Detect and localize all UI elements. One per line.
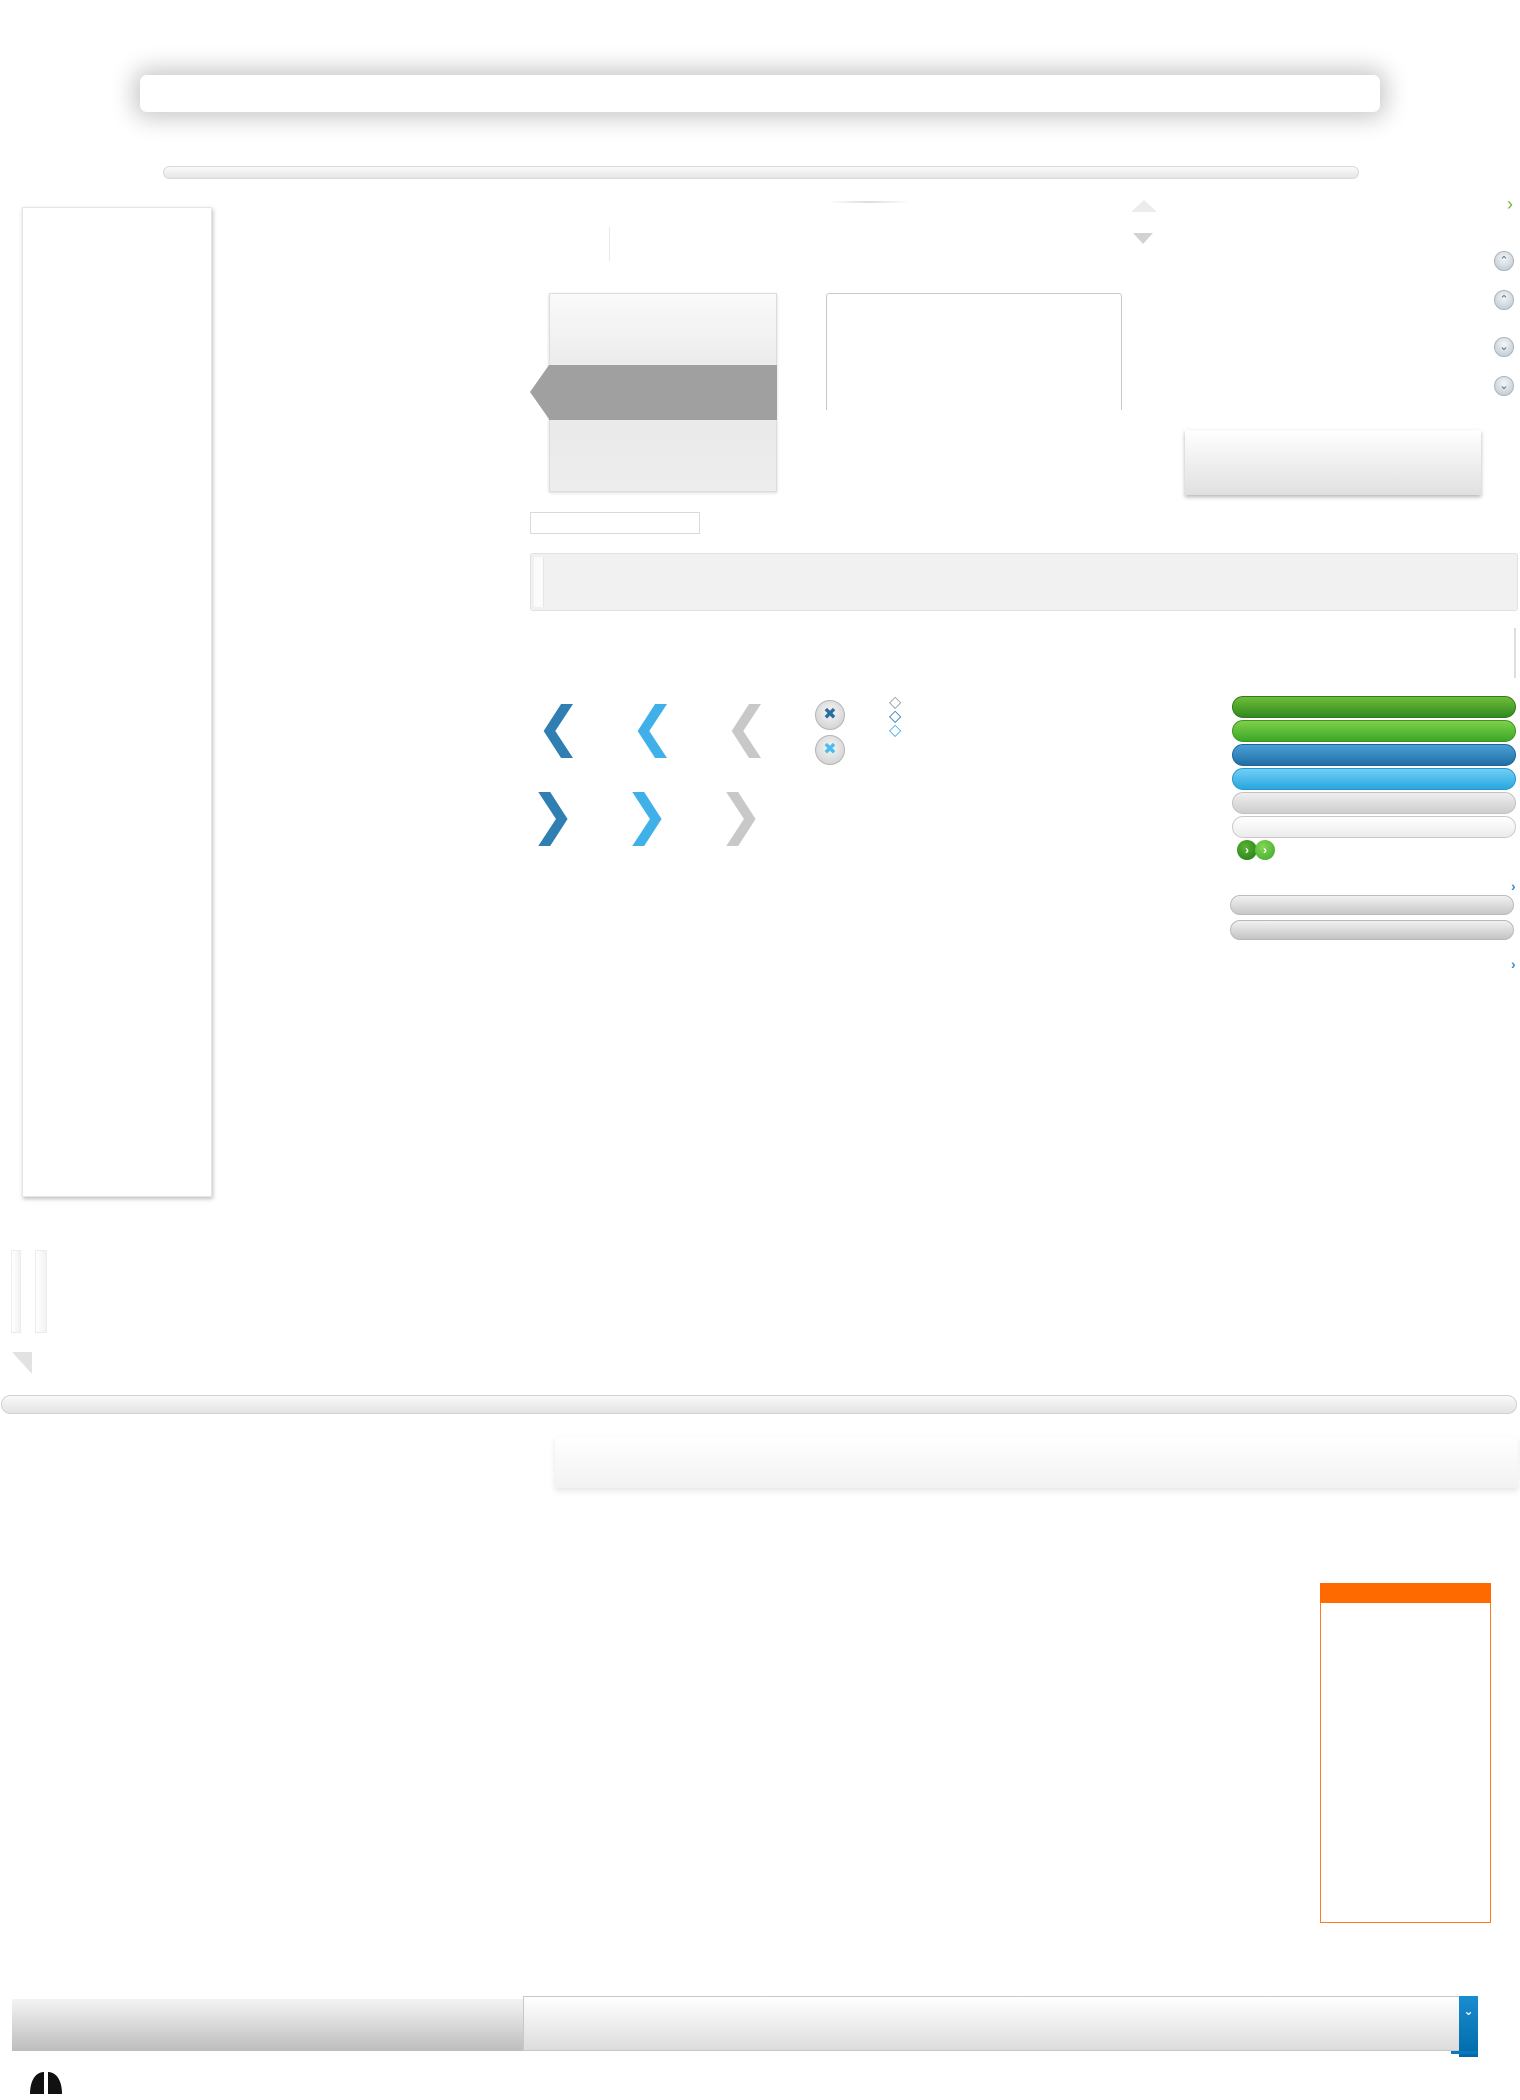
- close-icon-dark[interactable]: ✖: [815, 700, 845, 730]
- green-button[interactable]: [1232, 720, 1516, 742]
- scroll-down-triangle-icon[interactable]: [1133, 233, 1153, 244]
- blue-dark-button[interactable]: [1232, 744, 1516, 766]
- orange-panel-header: [1320, 1583, 1491, 1603]
- vertical-separator: [609, 227, 610, 261]
- wide-box-handle: [534, 557, 544, 607]
- scroll-down-button[interactable]: ⌄: [1494, 337, 1514, 357]
- logo-icon: [30, 2072, 62, 2094]
- scrollbar-edge[interactable]: [1514, 628, 1516, 678]
- close-icon-light[interactable]: ✖: [815, 735, 845, 765]
- top-search-bar[interactable]: [140, 75, 1380, 112]
- bottom-toolbar-left: [12, 1999, 528, 2051]
- info-panel: [555, 1437, 1518, 1488]
- chevron-right-icon[interactable]: ›: [1507, 194, 1513, 214]
- top-accent-line: [828, 201, 910, 203]
- grey-pill-button-alt[interactable]: [1230, 920, 1514, 940]
- accent-underline: [1451, 2051, 1478, 2054]
- page-curl-corner: [12, 1352, 32, 1374]
- chevron-right-icon-blue[interactable]: ›: [1511, 878, 1516, 894]
- scroll-up-triangle-icon[interactable]: [1131, 200, 1157, 212]
- prev-arrow-icon-dark[interactable]: ❮: [536, 695, 582, 758]
- grey-button[interactable]: [1232, 792, 1516, 814]
- grey-pill-button[interactable]: [1230, 895, 1514, 915]
- horizontal-scrollbar[interactable]: [1, 1395, 1517, 1414]
- prev-arrow-icon-light[interactable]: ❮: [630, 695, 676, 758]
- blue-button[interactable]: [1232, 768, 1516, 790]
- bottom-toolbar[interactable]: [523, 1996, 1459, 2051]
- selected-menu-item[interactable]: [549, 365, 777, 420]
- next-arrow-icon-light[interactable]: ❯: [624, 783, 670, 846]
- wide-input-box[interactable]: [530, 553, 1518, 611]
- next-arrow-icon-dark[interactable]: ❯: [530, 783, 576, 846]
- play-icon-light[interactable]: ›: [1255, 840, 1275, 860]
- scroll-up-button-alt[interactable]: ⌃: [1494, 290, 1514, 310]
- chevron-right-icon-blue-alt[interactable]: ›: [1511, 956, 1516, 972]
- white-button[interactable]: [1232, 816, 1516, 838]
- top-divider-bar: [163, 166, 1359, 179]
- left-sidebar-panel: [22, 207, 212, 1197]
- dropdown-panel: [1185, 430, 1481, 495]
- diamond-icon-dark[interactable]: ◇: [889, 706, 902, 725]
- dropdown-toggle-button[interactable]: ⌄: [1459, 1996, 1478, 2057]
- green-dark-button[interactable]: [1232, 696, 1516, 718]
- scroll-down-button-alt[interactable]: ⌄: [1494, 376, 1514, 396]
- prev-arrow-icon-disabled: ❮: [724, 695, 770, 758]
- diamond-icon-grey[interactable]: ◇: [889, 692, 902, 711]
- next-arrow-icon-disabled: ❯: [718, 783, 764, 846]
- diamond-icon-light[interactable]: ◇: [889, 720, 902, 739]
- scroll-up-button[interactable]: ⌃: [1494, 251, 1514, 271]
- text-input-field[interactable]: [530, 512, 700, 534]
- play-icon-dark[interactable]: ›: [1237, 840, 1257, 860]
- content-card: [826, 293, 1122, 410]
- side-tab-alt[interactable]: [35, 1250, 47, 1333]
- side-tab[interactable]: [11, 1250, 21, 1333]
- selection-pointer-icon: [530, 365, 549, 419]
- orange-panel: [1320, 1583, 1491, 1923]
